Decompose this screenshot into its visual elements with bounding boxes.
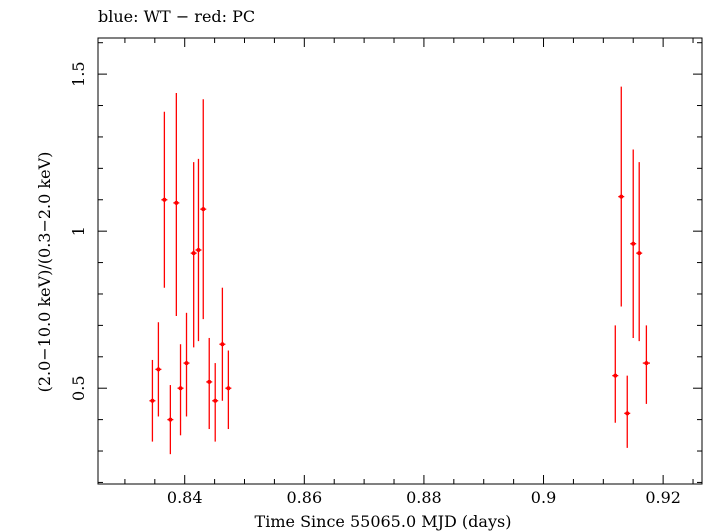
data-points (149, 86, 650, 455)
y-axis-label: (2.0−10.0 keV)/(0.3−2.0 keV) (35, 152, 54, 393)
x-tick-label: 0.84 (167, 488, 203, 507)
x-tick-label: 0.9 (531, 488, 556, 507)
data-point (624, 375, 631, 448)
data-point (167, 385, 174, 455)
y-axis-ticks: 0.5 1 1.5 (69, 42, 702, 483)
data-point (618, 86, 625, 307)
data-point (219, 287, 226, 401)
x-axis-ticks: 0.84 0.86 0.88 0.9 0.92 (124, 38, 694, 507)
data-point (149, 359, 156, 442)
plot-frame (97, 37, 703, 485)
data-point (177, 344, 184, 436)
point-marker (213, 398, 218, 403)
point-marker (625, 411, 630, 416)
point-marker (196, 248, 201, 253)
x-tick-label: 0.88 (406, 488, 442, 507)
point-marker (191, 251, 196, 256)
data-point (636, 162, 643, 342)
point-marker (226, 386, 231, 391)
y-tick-label: 1 (69, 226, 88, 236)
point-marker (184, 361, 189, 366)
data-point (206, 337, 213, 430)
point-marker (174, 200, 179, 205)
data-point (195, 158, 202, 342)
data-point (173, 92, 180, 316)
point-marker (619, 194, 624, 199)
x-tick-label: 0.92 (645, 488, 681, 507)
point-marker (220, 342, 225, 347)
point-marker (201, 207, 206, 212)
data-point (642, 325, 650, 404)
point-marker (168, 417, 173, 422)
y-tick-label: 0.5 (69, 375, 88, 400)
point-marker (156, 367, 161, 372)
data-point (183, 312, 190, 417)
data-point (155, 322, 162, 417)
point-marker (631, 241, 636, 246)
point-marker (644, 361, 649, 366)
data-point (225, 350, 232, 430)
data-point (212, 363, 219, 442)
data-point (612, 325, 619, 423)
data-point (190, 162, 197, 348)
x-axis-label: Time Since 55065.0 MJD (days) (255, 512, 512, 531)
point-marker (162, 197, 167, 202)
point-marker (637, 251, 642, 256)
data-point (630, 149, 637, 338)
point-marker (178, 386, 183, 391)
chart-title: blue: WT − red: PC (98, 7, 255, 26)
y-tick-label: 1.5 (69, 61, 88, 86)
point-marker (150, 398, 155, 403)
point-marker (207, 379, 212, 384)
x-tick-label: 0.86 (287, 488, 323, 507)
data-point (200, 99, 207, 320)
point-marker (613, 373, 618, 378)
data-point (161, 111, 168, 288)
